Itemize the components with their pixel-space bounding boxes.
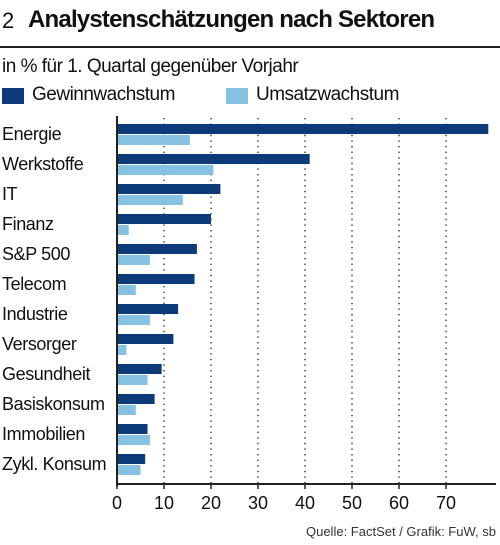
legend-label-umsatzwachstum: Umsatzwachstum bbox=[256, 84, 399, 105]
bar-gewinnwachstum-immobilien bbox=[117, 424, 148, 434]
bar-umsatzwachstum-energie bbox=[117, 135, 190, 145]
bar-gewinnwachstum-zykl-konsum bbox=[117, 454, 146, 464]
bar-gewinnwachstum-it bbox=[117, 184, 221, 194]
category-label-werkstoffe: Werkstoffe bbox=[2, 154, 84, 174]
category-label-finanz: Finanz bbox=[2, 214, 54, 234]
bar-gewinnwachstum-s-p-500 bbox=[117, 244, 197, 254]
category-label-immobilien: Immobilien bbox=[2, 424, 85, 444]
bar-gewinnwachstum-werkstoffe bbox=[117, 154, 310, 164]
category-label-energie: Energie bbox=[2, 124, 62, 144]
category-label-it: IT bbox=[2, 184, 18, 204]
category-label-telecom: Telecom bbox=[2, 274, 66, 294]
chart-header: 2 Analystenschätzungen nach Sektoren bbox=[0, 2, 500, 38]
category-label-basiskonsum: Basiskonsum bbox=[2, 394, 105, 414]
bar-umsatzwachstum-zykl-konsum bbox=[117, 465, 141, 475]
bar-gewinnwachstum-telecom bbox=[117, 274, 195, 284]
bar-umsatzwachstum-werkstoffe bbox=[117, 165, 214, 175]
x-tick-label-20: 20 bbox=[201, 493, 221, 513]
x-tick-label-10: 10 bbox=[154, 493, 174, 513]
bar-umsatzwachstum-finanz bbox=[117, 225, 129, 235]
figure-number: 2 bbox=[2, 8, 15, 33]
bar-gewinnwachstum-gesundheit bbox=[117, 364, 162, 374]
title-divider bbox=[0, 46, 500, 48]
bar-umsatzwachstum-s-p-500 bbox=[117, 255, 150, 265]
bar-gewinnwachstum-industrie bbox=[117, 304, 179, 314]
category-label-zykl-konsum: Zykl. Konsum bbox=[2, 454, 106, 474]
bar-umsatzwachstum-versorger bbox=[117, 345, 127, 355]
legend-swatch-umsatzwachstum bbox=[226, 88, 248, 104]
x-tick-label-50: 50 bbox=[342, 493, 362, 513]
legend-swatch-gewinnwachstum bbox=[2, 88, 24, 104]
bar-umsatzwachstum-gesundheit bbox=[117, 375, 148, 385]
category-label-s-p-500: S&P 500 bbox=[2, 244, 70, 264]
bar-umsatzwachstum-telecom bbox=[117, 285, 136, 295]
bar-gewinnwachstum-finanz bbox=[117, 214, 211, 224]
category-label-industrie: Industrie bbox=[2, 304, 68, 324]
bar-umsatzwachstum-immobilien bbox=[117, 435, 150, 445]
category-label-versorger: Versorger bbox=[2, 334, 77, 354]
source-note: Quelle: FactSet / Grafik: FuW, sb bbox=[305, 524, 496, 539]
x-tick-label-70: 70 bbox=[436, 493, 456, 513]
bar-gewinnwachstum-energie bbox=[117, 124, 489, 134]
bar-umsatzwachstum-basiskonsum bbox=[117, 405, 136, 415]
bar-umsatzwachstum-it bbox=[117, 195, 183, 205]
bar-chart: Energie Werkstoffe IT Finanz S&P 500 Telecom I… bbox=[2, 116, 496, 513]
legend: Gewinnwachstum Umsatzwachstum bbox=[0, 84, 500, 110]
bar-umsatzwachstum-industrie bbox=[117, 315, 150, 325]
chart-title: Analystenschätzungen nach Sektoren bbox=[28, 6, 435, 33]
chart-subtitle: in % für 1. Quartal gegenüber Vorjahr bbox=[2, 56, 299, 77]
bar-gewinnwachstum-basiskonsum bbox=[117, 394, 155, 404]
bar-gewinnwachstum-versorger bbox=[117, 334, 174, 344]
legend-label-gewinnwachstum: Gewinnwachstum bbox=[32, 84, 175, 105]
x-tick-label-30: 30 bbox=[248, 493, 268, 513]
x-tick-label-60: 60 bbox=[389, 493, 409, 513]
x-tick-label-40: 40 bbox=[295, 493, 315, 513]
x-tick-label-0: 0 bbox=[112, 493, 122, 513]
category-label-gesundheit: Gesundheit bbox=[2, 364, 90, 384]
